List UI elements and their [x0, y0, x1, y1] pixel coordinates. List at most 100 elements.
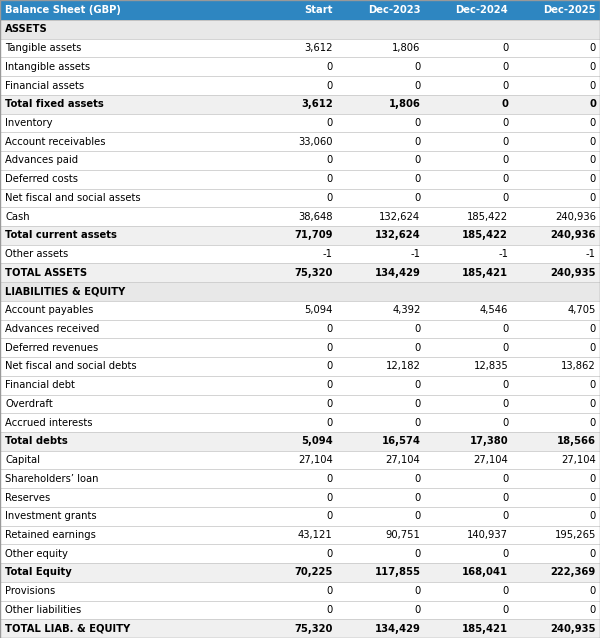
- Text: -1: -1: [410, 249, 421, 259]
- Bar: [0, 245, 249, 263]
- Text: 0: 0: [326, 549, 333, 559]
- Bar: [512, 357, 600, 376]
- Bar: [249, 282, 337, 301]
- Bar: [337, 170, 424, 189]
- Text: Other equity: Other equity: [5, 549, 68, 559]
- Bar: [424, 507, 512, 526]
- Bar: [424, 39, 512, 57]
- Text: 12,182: 12,182: [386, 362, 421, 371]
- Text: Advances paid: Advances paid: [5, 156, 78, 165]
- Bar: [512, 526, 600, 544]
- Bar: [424, 470, 512, 488]
- Text: 1,806: 1,806: [392, 43, 421, 53]
- Bar: [337, 151, 424, 170]
- Text: LIABILITIES & EQUITY: LIABILITIES & EQUITY: [5, 286, 125, 297]
- Bar: [249, 357, 337, 376]
- Text: 0: 0: [326, 324, 333, 334]
- Bar: [337, 413, 424, 432]
- Bar: [0, 450, 249, 470]
- Text: 3,612: 3,612: [304, 43, 333, 53]
- Bar: [424, 413, 512, 432]
- Bar: [249, 413, 337, 432]
- Bar: [337, 488, 424, 507]
- Bar: [512, 600, 600, 619]
- Text: 185,422: 185,422: [467, 212, 508, 221]
- Bar: [249, 132, 337, 151]
- Text: Intangible assets: Intangible assets: [5, 62, 90, 72]
- Text: 0: 0: [590, 549, 596, 559]
- Bar: [512, 338, 600, 357]
- Text: 0: 0: [414, 193, 421, 203]
- Text: 33,060: 33,060: [298, 137, 333, 147]
- Bar: [249, 151, 337, 170]
- Text: 0: 0: [590, 324, 596, 334]
- Text: 0: 0: [326, 118, 333, 128]
- Bar: [512, 39, 600, 57]
- Bar: [424, 95, 512, 114]
- Bar: [424, 432, 512, 450]
- Text: 0: 0: [590, 380, 596, 390]
- Bar: [337, 207, 424, 226]
- Bar: [0, 151, 249, 170]
- Bar: [0, 320, 249, 338]
- Text: 0: 0: [326, 380, 333, 390]
- Bar: [249, 39, 337, 57]
- Text: 0: 0: [590, 193, 596, 203]
- Text: 0: 0: [414, 511, 421, 521]
- Bar: [249, 376, 337, 394]
- Text: 117,855: 117,855: [374, 567, 421, 577]
- Text: Accrued interests: Accrued interests: [5, 418, 92, 427]
- Bar: [512, 263, 600, 282]
- Bar: [512, 301, 600, 320]
- Text: 0: 0: [414, 343, 421, 353]
- Bar: [0, 507, 249, 526]
- Text: 0: 0: [414, 174, 421, 184]
- Bar: [512, 544, 600, 563]
- Bar: [249, 488, 337, 507]
- Text: Overdraft: Overdraft: [5, 399, 53, 409]
- Bar: [249, 226, 337, 245]
- Text: Other assets: Other assets: [5, 249, 68, 259]
- Text: 0: 0: [326, 80, 333, 91]
- Bar: [337, 582, 424, 600]
- Text: 0: 0: [326, 362, 333, 371]
- Text: 132,624: 132,624: [379, 212, 421, 221]
- Bar: [0, 226, 249, 245]
- Text: 0: 0: [590, 511, 596, 521]
- Bar: [424, 301, 512, 320]
- Text: 27,104: 27,104: [386, 455, 421, 465]
- Bar: [0, 432, 249, 450]
- Bar: [424, 114, 512, 132]
- Text: 0: 0: [590, 586, 596, 596]
- Text: 0: 0: [326, 493, 333, 503]
- Text: 0: 0: [502, 118, 508, 128]
- Text: 0: 0: [326, 605, 333, 615]
- Bar: [337, 563, 424, 582]
- Text: Total current assets: Total current assets: [5, 230, 117, 241]
- Text: 0: 0: [590, 418, 596, 427]
- Bar: [512, 20, 600, 39]
- Text: 70,225: 70,225: [295, 567, 333, 577]
- Bar: [337, 76, 424, 95]
- Bar: [512, 488, 600, 507]
- Bar: [424, 582, 512, 600]
- Text: 0: 0: [590, 62, 596, 72]
- Text: Shareholders’ loan: Shareholders’ loan: [5, 474, 98, 484]
- Text: 18,566: 18,566: [557, 436, 596, 447]
- Text: 0: 0: [502, 193, 508, 203]
- Bar: [249, 95, 337, 114]
- Bar: [424, 376, 512, 394]
- Bar: [337, 450, 424, 470]
- Bar: [249, 301, 337, 320]
- Text: 0: 0: [414, 380, 421, 390]
- Bar: [337, 394, 424, 413]
- Text: Account receivables: Account receivables: [5, 137, 106, 147]
- Text: TOTAL ASSETS: TOTAL ASSETS: [5, 268, 87, 278]
- Text: 27,104: 27,104: [473, 455, 508, 465]
- Bar: [512, 619, 600, 638]
- Text: Net fiscal and social assets: Net fiscal and social assets: [5, 193, 140, 203]
- Text: Capital: Capital: [5, 455, 40, 465]
- Text: Financial assets: Financial assets: [5, 80, 84, 91]
- Bar: [512, 95, 600, 114]
- Text: 0: 0: [502, 399, 508, 409]
